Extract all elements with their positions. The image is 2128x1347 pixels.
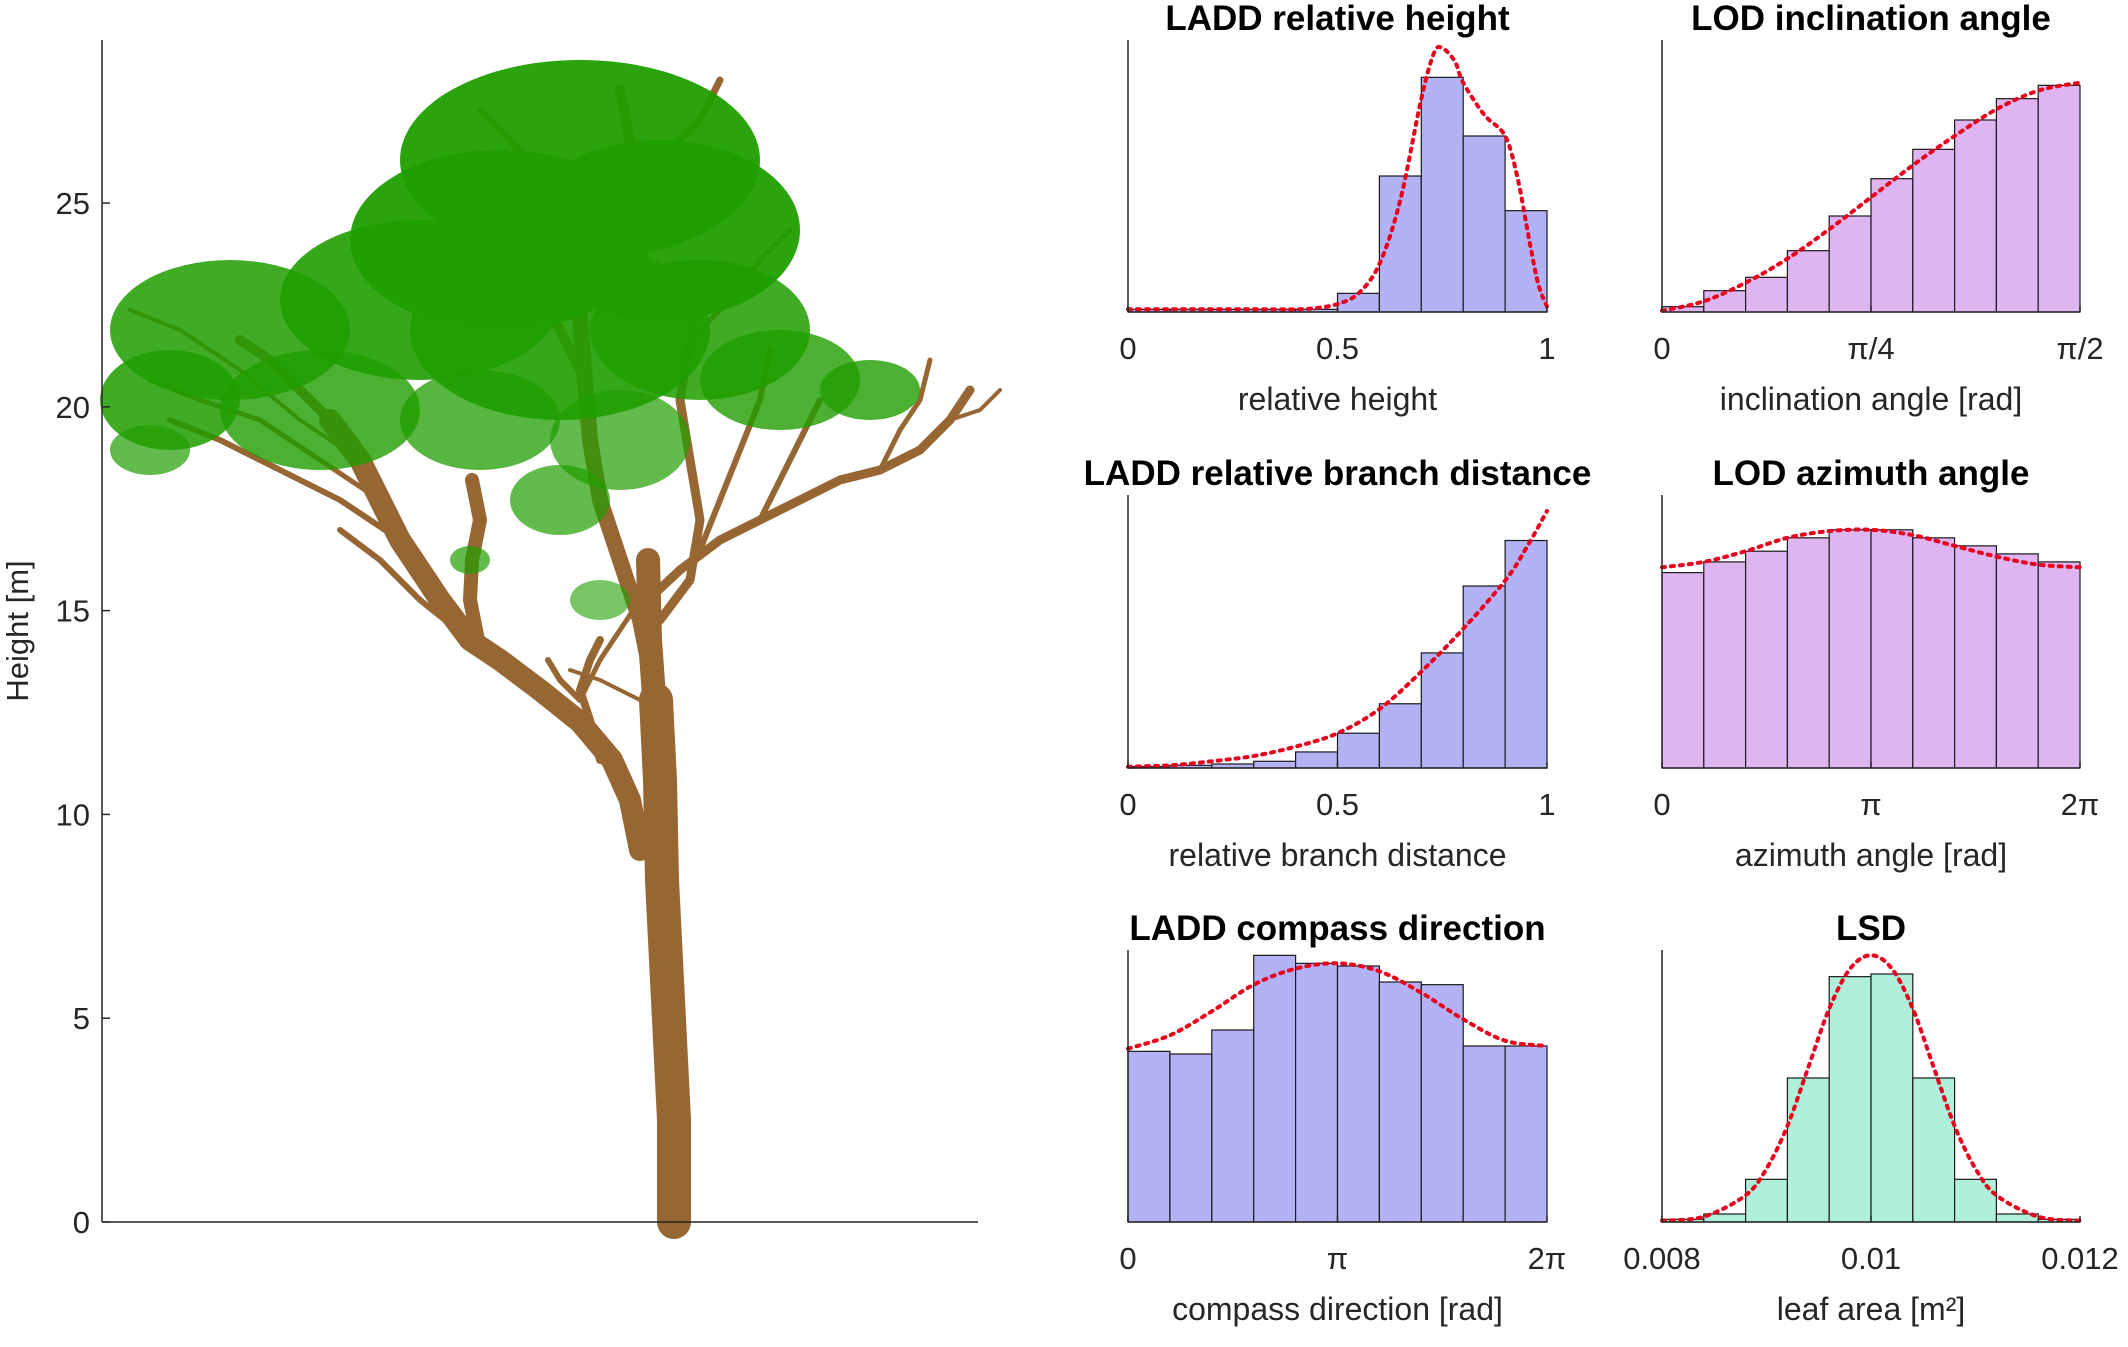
chart-title: LOD azimuth angle — [1713, 454, 2030, 493]
tree-y-tick-label: 20 — [56, 390, 90, 425]
histogram-bar — [1378, 703, 1422, 769]
x-tick-label: 0.5 — [1316, 787, 1359, 822]
chart-title: LADD compass direction — [1129, 909, 1545, 948]
histogram-bar — [1504, 1045, 1548, 1223]
fit-curve — [1126, 509, 1549, 769]
histogram-bar — [1870, 178, 1914, 313]
chart-title: LOD inclination angle — [1691, 0, 2051, 38]
chart-title: LSD — [1836, 909, 1906, 948]
tree-panel: 0 5 10 15 20 25 Height [m] — [0, 40, 1002, 1240]
fit-curve — [1126, 961, 1549, 1051]
fit-curve — [1660, 527, 2082, 570]
x-tick-label: 2π — [2061, 787, 2100, 822]
histogram-lod-inclination-angle: 0 π/4 π/2 inclination angle [rad] LOD inclin… — [1653, 0, 2103, 417]
histogram-bar — [1462, 585, 1506, 769]
histogram-bar — [1253, 760, 1297, 769]
x-tick-label: 0.01 — [1841, 1241, 1901, 1276]
histogram-bar — [1504, 539, 1548, 769]
histogram-ladd-compass-direction: 0 π 2π compass direction [rad] LADD compass … — [1119, 909, 1566, 1327]
histogram-ladd-relative-height: 0 0.5 1 relative height LADD relative height — [1119, 0, 1555, 417]
x-tick-label: π — [1327, 1241, 1348, 1276]
x-tick-label: 0.012 — [2041, 1241, 2119, 1276]
x-axis-label: relative branch distance — [1169, 837, 1507, 873]
x-tick-label: π — [1860, 787, 1881, 822]
histogram-bar — [1336, 965, 1381, 1223]
histogram-bar — [1462, 1045, 1506, 1223]
histogram-bar — [1953, 1178, 1997, 1223]
histogram-bar — [1912, 1077, 1956, 1223]
histogram-ladd-relative-branch-distance: 0 0.5 1 relative branch distance LADD relati… — [1084, 454, 1592, 873]
histogram-bar — [1995, 98, 2039, 313]
histogram-bar — [1786, 1077, 1830, 1223]
tree-y-tick-label: 15 — [56, 594, 90, 629]
chart-title: LADD relative branch distance — [1084, 454, 1592, 493]
histogram-bar — [2037, 561, 2081, 769]
histogram-bar — [1661, 572, 1705, 769]
x-tick-label: 0 — [1119, 1241, 1136, 1276]
histogram-panels: 0 0.5 1 relative height LADD relative height… — [1084, 0, 2119, 1327]
histogram-bar — [2037, 84, 2081, 313]
x-tick-label: 1 — [1538, 787, 1555, 822]
histogram-bar — [1912, 148, 1956, 313]
tree-y-ticks: 0 5 10 15 20 25 — [56, 186, 110, 1240]
tree-foliage — [100, 60, 920, 620]
x-tick-label: 0.008 — [1623, 1241, 1701, 1276]
histogram-bar — [1169, 1053, 1213, 1223]
histogram-bar — [1127, 1050, 1171, 1223]
tree-illustration — [100, 60, 1002, 1239]
histogram-bar — [1828, 215, 1872, 313]
histogram-bar — [1420, 652, 1464, 769]
histogram-bar — [1378, 981, 1422, 1223]
histogram-bar — [1828, 976, 1872, 1223]
x-tick-label: 0.5 — [1316, 331, 1359, 366]
histogram-bar — [1294, 751, 1339, 769]
chart-title: LADD relative height — [1165, 0, 1510, 38]
histogram-bar — [1211, 1029, 1255, 1223]
histogram-bar — [1786, 537, 1830, 769]
x-axis-label: inclination angle [rad] — [1720, 381, 2022, 417]
histogram-bar — [1912, 537, 1956, 769]
x-tick-label: 0 — [1653, 787, 1670, 822]
x-tick-label: 0 — [1653, 331, 1670, 366]
histogram-bar — [1953, 119, 1997, 313]
tree-y-tick-label: 0 — [73, 1205, 90, 1240]
histogram-bar — [1995, 553, 2039, 769]
tree-y-axis-label: Height [m] — [0, 560, 35, 701]
x-tick-label: 0 — [1119, 331, 1136, 366]
histogram-lod-azimuth-angle: 0 π 2π azimuth angle [rad] LOD azimuth angle — [1653, 454, 2099, 873]
histogram-bar — [1786, 250, 1830, 313]
x-tick-label: 0 — [1119, 787, 1136, 822]
histogram-bar — [1870, 973, 1914, 1223]
fit-curve — [1660, 80, 2082, 313]
histogram-bar — [1953, 545, 1997, 769]
histogram-bar — [1744, 550, 1788, 769]
tree-y-tick-label: 5 — [73, 1001, 90, 1036]
x-tick-label: π/2 — [2056, 331, 2103, 366]
fit-curve — [1660, 953, 2082, 1223]
tree-y-tick-label: 10 — [56, 797, 90, 832]
x-axis-label: compass direction [rad] — [1172, 1291, 1503, 1327]
histogram-bar — [1420, 76, 1464, 313]
histogram-bar — [1462, 135, 1506, 313]
histogram-bar — [1420, 984, 1464, 1223]
fit-curve — [1126, 44, 1549, 312]
x-axis-label: azimuth angle [rad] — [1735, 837, 2007, 873]
histogram-bar — [1336, 732, 1381, 769]
histogram-bar — [1870, 529, 1914, 769]
x-axis-label: leaf area [m²] — [1777, 1291, 1966, 1327]
histogram-bar — [1703, 561, 1747, 769]
histogram-bar — [1744, 1178, 1788, 1223]
histogram-bar — [1294, 962, 1339, 1223]
x-axis-label: relative height — [1238, 381, 1437, 417]
histogram-bar — [1253, 954, 1297, 1223]
x-tick-label: 2π — [1528, 1241, 1567, 1276]
histogram-lsd: 0.008 0.01 0.012 leaf area [m²] LSD — [1623, 909, 2119, 1327]
tree-y-tick-label: 25 — [56, 186, 90, 221]
x-tick-label: π/4 — [1847, 331, 1894, 366]
x-tick-label: 1 — [1538, 331, 1555, 366]
histogram-bar — [1744, 276, 1788, 313]
histogram-bar — [1828, 529, 1872, 769]
